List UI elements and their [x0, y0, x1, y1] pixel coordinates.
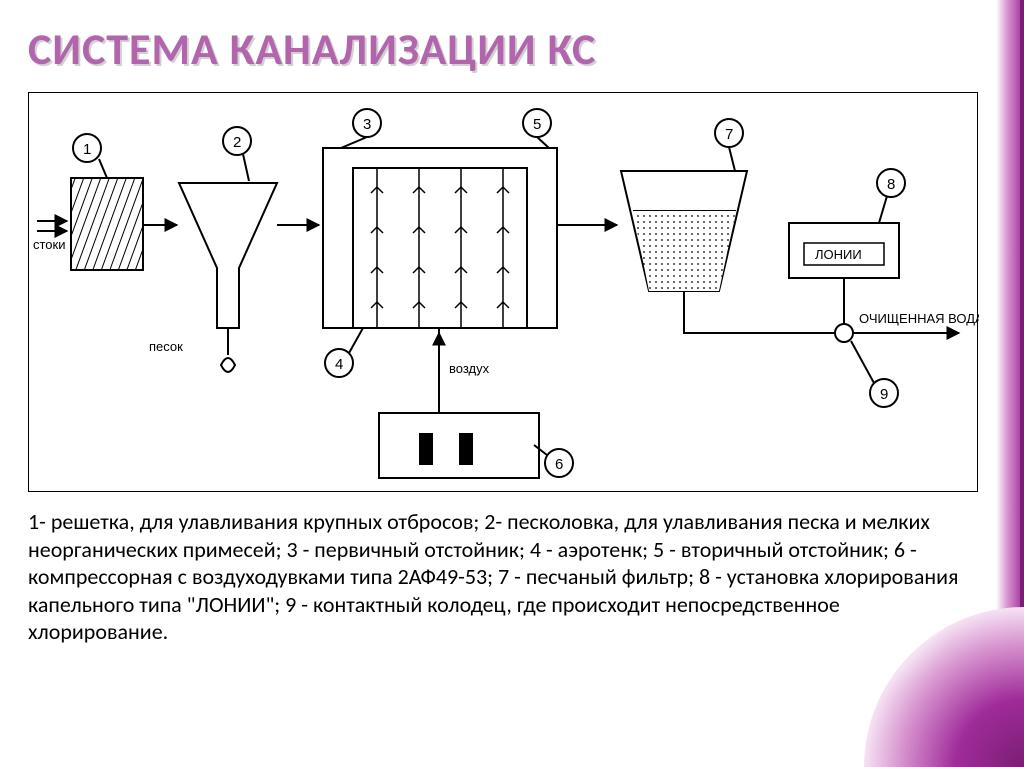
- num-5: 5: [533, 116, 541, 133]
- num-4: 4: [335, 356, 343, 373]
- diagram-frame: стоки 1 2 песок: [28, 92, 978, 492]
- node-2-sandtrap: 2: [179, 127, 277, 328]
- label-inflow: стоки: [33, 237, 66, 252]
- num-7: 7: [725, 126, 733, 143]
- pipe-7-9: [684, 291, 839, 333]
- num-1: 1: [83, 141, 91, 158]
- sand-drop: песок: [149, 328, 235, 372]
- node-7-sandfilter: 7: [621, 119, 747, 291]
- num-2: 2: [233, 134, 241, 151]
- legend-text: 1- решетка, для улавливания крупных отбр…: [28, 508, 978, 646]
- node-1-grate: 1: [71, 134, 143, 270]
- node-6-compressor: 6: [379, 413, 573, 478]
- node-9-contactwell: 9: [835, 324, 898, 407]
- num-8: 8: [887, 176, 895, 193]
- air-line: воздух: [439, 328, 490, 413]
- slide-title: СИСТЕМА КАНАЛИЗАЦИИ КС: [28, 22, 596, 76]
- slide: СИСТЕМА КАНАЛИЗАЦИИ КС сток: [0, 0, 1024, 767]
- label-clean-water: ОЧИЩЕННАЯ ВОДА: [859, 311, 979, 326]
- label-lonii: ЛОНИИ: [815, 247, 862, 262]
- inflow-arrow: стоки: [33, 221, 67, 252]
- num-9: 9: [880, 386, 888, 403]
- label-air: воздух: [449, 361, 490, 376]
- process-diagram: стоки 1 2 песок: [29, 93, 979, 493]
- num-6: 6: [555, 456, 563, 473]
- node-8-lonii: ЛОНИИ 8: [789, 169, 905, 325]
- outflow: ОЧИЩЕННАЯ ВОДА: [853, 311, 979, 333]
- num-3: 3: [363, 116, 371, 133]
- label-sand: песок: [149, 339, 183, 354]
